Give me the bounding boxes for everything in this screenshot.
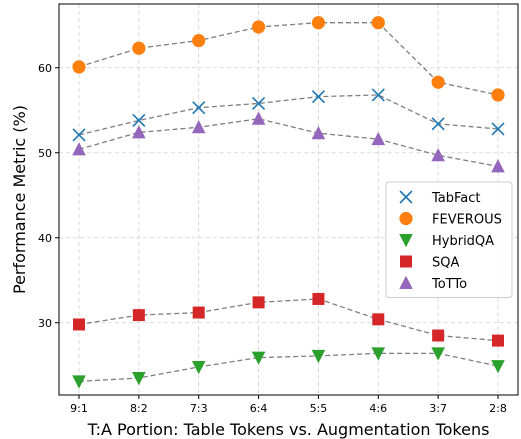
point-totto [371,131,386,146]
point-totto [132,125,146,139]
y-tick-label: 40 [38,232,52,245]
legend-label-tabfact: TabFact [431,191,481,206]
x-tick-label: 9:1 [70,402,88,415]
point-tabfact [252,96,266,111]
marker-stroke [399,190,413,204]
point-feverous [132,41,146,55]
marker-stroke [491,122,505,136]
point-sqa [132,309,145,322]
plot-frame [58,3,519,396]
legend-marker-sqa [400,255,412,268]
legend-frame [385,181,513,298]
series-lines [78,22,499,383]
y-tick-label: 50 [38,147,52,160]
point-tabfact [132,113,146,128]
marker-stroke [72,128,86,142]
legend: TabFact FEVEROUS HybridQA SQA ToTTo [385,181,513,298]
x-tick-label: 4:6 [369,402,387,415]
legend-marker-feverous [399,211,413,226]
x-axis-label: T:A Portion: Table Tokens vs. Augmentati… [87,420,490,439]
point-tabfact [491,122,505,136]
y-axis-label: Performance Metric (%) [10,105,29,294]
point-totto [311,126,326,140]
legend-label-hybridqa: HybridQA [432,234,494,249]
marker-stroke [431,117,445,131]
point-sqa [192,306,205,319]
x-tick-label: 7:3 [190,402,208,415]
legend-label-feverous: FEVEROUS [432,213,502,228]
legend-marker-totto [399,275,413,289]
x-tick-label: 2:8 [489,402,507,415]
point-feverous [371,16,385,30]
point-feverous [192,33,206,48]
point-sqa [432,329,445,342]
point-hybridqa [72,375,86,389]
legend-label-totto: ToTTo [431,277,467,292]
point-feverous [311,16,326,30]
point-totto [191,120,206,134]
point-totto [72,142,86,156]
legend-marker-hybridqa [399,234,413,248]
marker-stroke [252,96,266,111]
series-line-tabfact [78,94,499,136]
point-totto [251,111,266,125]
point-sqa [312,292,325,305]
x-tick-label: 6:4 [250,402,268,415]
y-axis: 30 40 50 60 [38,62,59,330]
y-tick-label: 30 [38,317,52,330]
point-hybridqa [431,347,445,361]
marker-stroke [371,88,385,102]
point-hybridqa [371,347,386,361]
point-hybridqa [491,360,505,374]
x-tick-label: 3:7 [429,402,447,415]
point-hybridqa [251,351,266,365]
point-tabfact [431,117,445,131]
data-points [72,16,505,389]
point-tabfact [72,128,86,142]
point-feverous [251,20,266,34]
x-axis: 9:1 8:2 7:3 6:4 5:5 4:6 3:7 2:8 [70,395,507,415]
marker-stroke [132,113,146,128]
point-hybridqa [132,372,146,386]
marker-stroke [192,101,206,115]
point-sqa [73,318,85,331]
point-sqa [252,296,265,309]
legend-label-sqa: SQA [432,256,459,271]
point-tabfact [371,88,385,102]
series-line-feverous [78,22,499,96]
series-line-hybridqa [78,352,499,383]
point-totto [431,148,445,162]
legend-marker-tabfact [399,190,413,204]
x-tick-label: 8:2 [130,402,148,415]
point-hybridqa [191,360,206,375]
y-tick-label: 60 [38,62,52,75]
point-feverous [72,60,86,74]
point-tabfact [311,90,325,104]
point-sqa [372,313,385,326]
marker-stroke [311,90,325,104]
point-hybridqa [311,349,326,364]
x-tick-label: 5:5 [310,402,328,415]
point-totto [491,159,505,173]
series-line-sqa [78,298,499,342]
series-line-totto [78,118,499,167]
point-sqa [492,334,504,347]
point-feverous [431,75,445,89]
point-feverous [491,88,505,102]
point-tabfact [192,101,206,115]
